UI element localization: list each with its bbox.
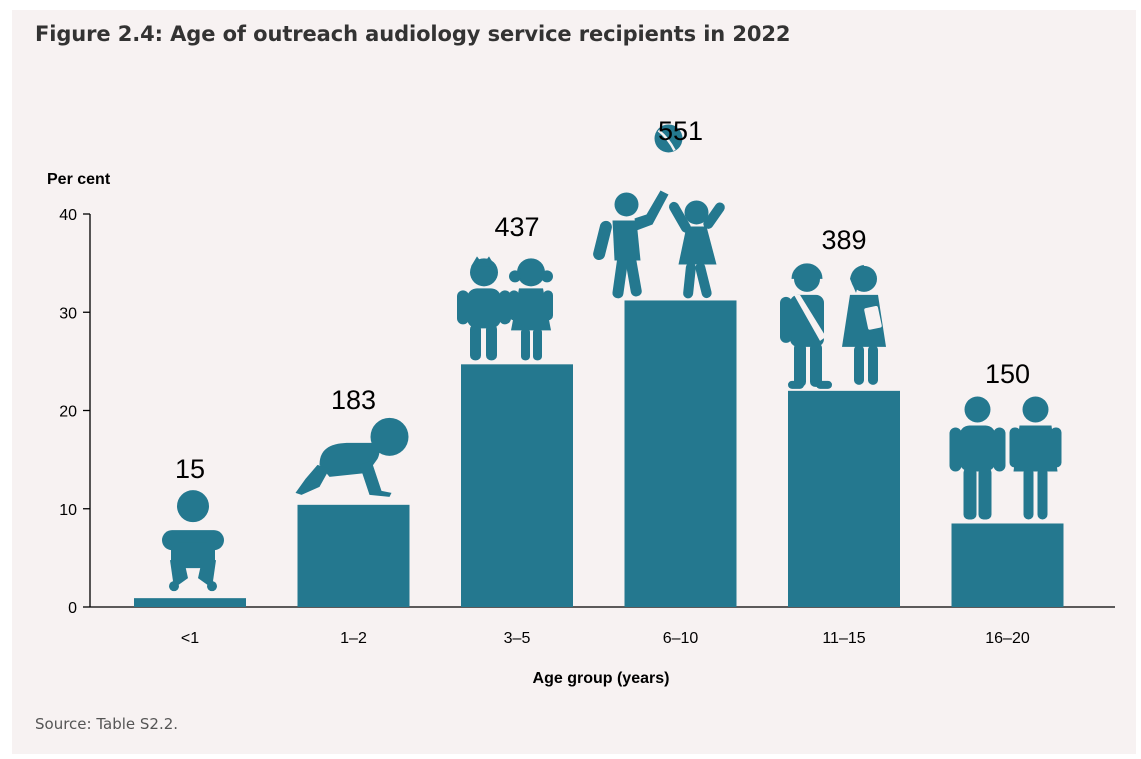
young-adults-icon xyxy=(949,396,1062,520)
bar xyxy=(134,598,246,607)
y-tick-label: 40 xyxy=(59,207,77,224)
bars xyxy=(134,300,1064,607)
source-note: Source: Table S2.2. xyxy=(35,715,179,733)
bar xyxy=(461,364,573,607)
data-label: 551 xyxy=(658,116,703,146)
young-children-icon xyxy=(457,256,553,361)
data-label: 437 xyxy=(494,212,539,242)
x-axis-title: Age group (years) xyxy=(533,670,670,687)
x-tick-label: 3–5 xyxy=(504,630,531,647)
bar xyxy=(624,300,737,607)
x-tick-label: 11–15 xyxy=(822,630,865,647)
bar xyxy=(788,390,900,607)
teen-students-icon xyxy=(780,263,886,389)
data-label: 183 xyxy=(331,385,376,415)
y-axis-title: Per cent xyxy=(47,171,111,188)
x-tick-label: <1 xyxy=(181,630,199,647)
figure-panel xyxy=(12,10,1136,754)
x-tick-label: 6–10 xyxy=(663,630,699,647)
x-axis: <1 1–2 3–5 6–10 11–15 16–20 xyxy=(90,606,1115,647)
x-tick-label: 16–20 xyxy=(985,630,1030,647)
y-axis: 0 10 20 30 40 xyxy=(59,207,91,617)
y-tick-label: 10 xyxy=(59,502,77,519)
icons xyxy=(162,124,1062,592)
y-tick-label: 30 xyxy=(59,305,77,322)
bar-chart: 0 10 20 30 40 <1 1–2 3–5 6–10 11–15 16–20 15 183 43… xyxy=(47,116,1115,687)
data-label: 15 xyxy=(175,454,205,484)
data-label: 150 xyxy=(985,359,1030,389)
bar xyxy=(297,504,410,607)
y-tick-label: 20 xyxy=(59,404,77,421)
x-tick-label: 1–2 xyxy=(340,630,367,647)
data-label: 389 xyxy=(821,225,866,255)
playing-children-ball-icon xyxy=(593,124,725,299)
baby-icon xyxy=(162,490,224,592)
figure-title: Figure 2.4: Age of outreach audiology se… xyxy=(35,22,791,46)
crawling-toddler-icon xyxy=(295,417,409,497)
data-labels: 15 183 437 551 389 150 xyxy=(175,116,1030,484)
y-tick-label: 0 xyxy=(68,600,77,617)
bar xyxy=(951,523,1064,607)
